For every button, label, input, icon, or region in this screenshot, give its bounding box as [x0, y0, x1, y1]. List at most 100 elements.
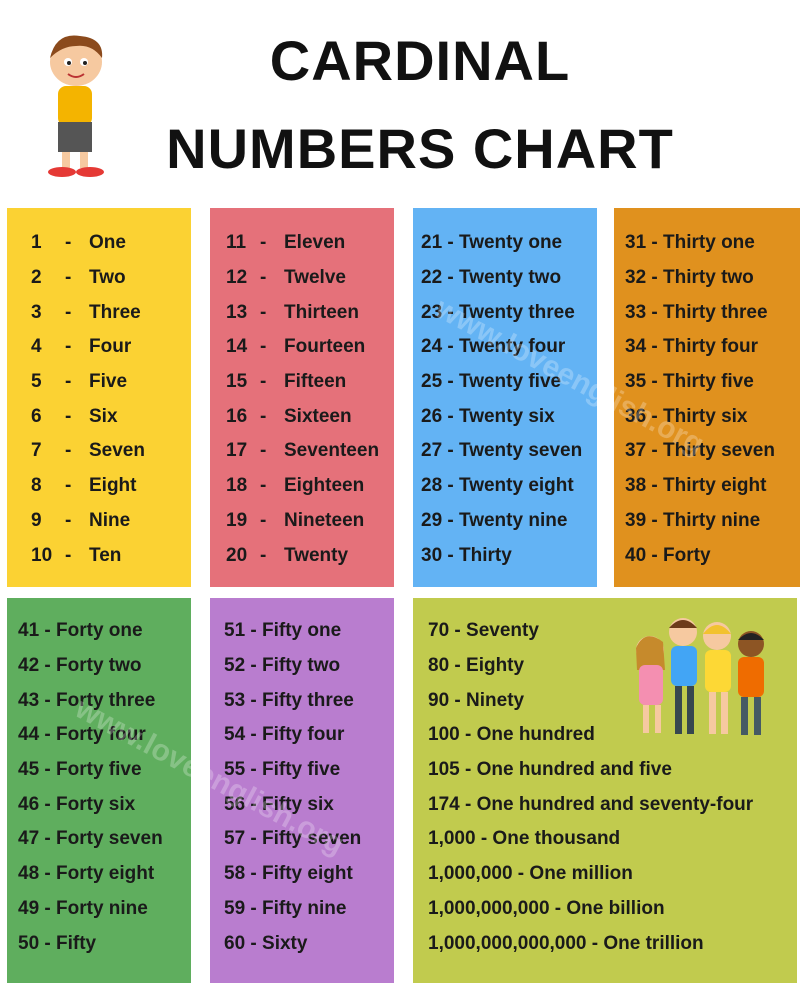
dash: -: [65, 267, 72, 289]
dash: -: [260, 371, 267, 393]
number-word: Eleven: [284, 232, 346, 254]
number-row: 54 - Fifty four: [224, 724, 345, 746]
number-row: 90 - Ninety: [428, 689, 525, 711]
number-row: 33 - Thirty three: [625, 301, 768, 323]
dash: -: [65, 475, 72, 497]
number-digit: 19: [226, 509, 248, 531]
title-line-1: CARDINAL: [269, 29, 571, 92]
number-row: 19- Nineteen: [226, 504, 394, 539]
number-row: 26 - Twenty six: [421, 405, 555, 427]
number-row: 47 - Forty seven: [18, 828, 163, 850]
panel-31-40: 31 - Thirty one 32 - Thirty two 33 - Thirt…: [614, 208, 800, 587]
number-row: 49 - Forty nine: [18, 897, 148, 919]
number-row: 9 - Nine: [31, 504, 191, 539]
number-row: 27 - Twenty seven: [421, 440, 583, 462]
number-row: 1,000,000 - One million: [428, 863, 633, 885]
number-digit: 7: [31, 440, 42, 462]
number-row: 23 - Twenty three: [421, 301, 575, 323]
number-digit: 17: [226, 440, 248, 462]
number-row: 57 - Fifty seven: [224, 828, 362, 850]
number-row: 14- Fourteen: [226, 330, 394, 365]
number-row: 80 - Eighty: [428, 655, 525, 677]
panel-1-10: 1- One 2- Two 3- Three 4- Four 5- Five 6- Six 7- Seve…: [7, 208, 191, 587]
number-row: 15- Fifteen: [226, 365, 394, 400]
number-row: 48 - Forty eight: [18, 863, 155, 885]
dash: -: [260, 544, 267, 566]
number-row: 34 - Thirty four: [625, 336, 759, 358]
number-word: Eight: [89, 475, 137, 497]
number-row: 32 - Thirty two: [625, 267, 754, 289]
number-digit: 20: [226, 544, 248, 566]
number-row: 38 - Thirty eight: [625, 475, 767, 497]
number-digit: 9: [31, 509, 42, 531]
dash: -: [260, 475, 267, 497]
number-row: 58 - Fifty eight: [224, 863, 353, 885]
number-word: Ten: [89, 544, 122, 566]
dash: -: [260, 336, 267, 358]
number-row: 17- Seventeen: [226, 434, 394, 469]
number-row: 30 - Thirty: [421, 544, 512, 566]
number-row: 52 - Fifty two: [224, 655, 341, 677]
dash: -: [65, 405, 72, 427]
dash: -: [65, 440, 72, 462]
number-digit: 3: [31, 301, 42, 323]
number-row: 41 - Forty one: [18, 620, 143, 642]
number-row: 2 - Two: [31, 261, 191, 296]
dash: -: [260, 405, 267, 427]
number-word: Seventeen: [284, 440, 380, 462]
number-digit: 15: [226, 371, 248, 393]
number-digit: 14: [226, 336, 248, 358]
number-row: 11- Eleven: [226, 226, 394, 261]
number-row: 55 - Fifty five: [224, 759, 341, 781]
panel-41-50: 41 - Forty one 42 - Forty two 43 - Forty t…: [7, 598, 191, 983]
number-row: 22 - Twenty two: [421, 267, 562, 289]
number-word: Sixteen: [284, 405, 352, 427]
number-digit: 1: [31, 232, 42, 254]
number-digit: 12: [226, 267, 248, 289]
dash: -: [260, 232, 267, 254]
number-digit: 2: [31, 267, 42, 289]
dash: -: [260, 267, 267, 289]
number-row: 105 - One hundred and five: [428, 759, 672, 781]
number-row: 4 - Four: [31, 330, 191, 365]
number-digit: 11: [226, 232, 247, 254]
number-row: 35 - Thirty five: [625, 371, 754, 393]
number-row: 20- Twenty: [226, 538, 394, 573]
number-row: 1,000,000,000,000 - One trillion: [428, 932, 704, 954]
number-digit: 8: [31, 475, 42, 497]
number-word: Four: [89, 336, 132, 358]
dash: -: [260, 440, 267, 462]
number-row: 1 - One: [31, 226, 191, 261]
number-row: 43 - Forty three: [18, 689, 156, 711]
number-word: Fifteen: [284, 371, 347, 393]
number-row: 7 - Seven: [31, 434, 191, 469]
number-word: Twelve: [284, 267, 346, 289]
number-word: Eighteen: [284, 475, 365, 497]
number-word: Seven: [89, 440, 145, 462]
number-row: 39 - Thirty nine: [625, 509, 761, 531]
number-row: 28 - Twenty eight: [421, 475, 574, 497]
number-word: Five: [89, 371, 128, 393]
number-word: Thirteen: [284, 301, 359, 323]
dash: -: [65, 301, 72, 323]
panel-11-20: 11- Eleven 12- Twelve 13- Thirteen 14- Fourteen…: [210, 208, 394, 587]
panel-large-numbers: 70 - Seventy 80 - Eighty 90 - Ninety 100 - …: [413, 598, 797, 983]
dash: -: [65, 232, 72, 254]
dash: -: [65, 336, 72, 358]
number-row: 59 - Fifty nine: [224, 897, 347, 919]
number-row: 174 - One hundred and seventy-four: [428, 793, 754, 815]
number-row: 36 - Thirty six: [625, 405, 748, 427]
panel-51-60: 51 - Fifty one 52 - Fifty two 53 - Fifty t…: [210, 598, 394, 983]
number-row: 70 - Seventy: [428, 620, 539, 642]
number-row: 3 - Three: [31, 295, 191, 330]
dash: -: [65, 371, 72, 393]
number-word: Fourteen: [284, 336, 366, 358]
dash: -: [260, 509, 267, 531]
number-row: 8 - Eight: [31, 469, 191, 504]
number-row: 5 - Five: [31, 365, 191, 400]
number-row: 13- Thirteen: [226, 295, 394, 330]
number-row: 50 - Fifty: [18, 932, 97, 954]
number-digit: 10: [31, 544, 53, 566]
number-row: 100 - One hundred: [428, 724, 595, 746]
number-digit: 16: [226, 405, 248, 427]
